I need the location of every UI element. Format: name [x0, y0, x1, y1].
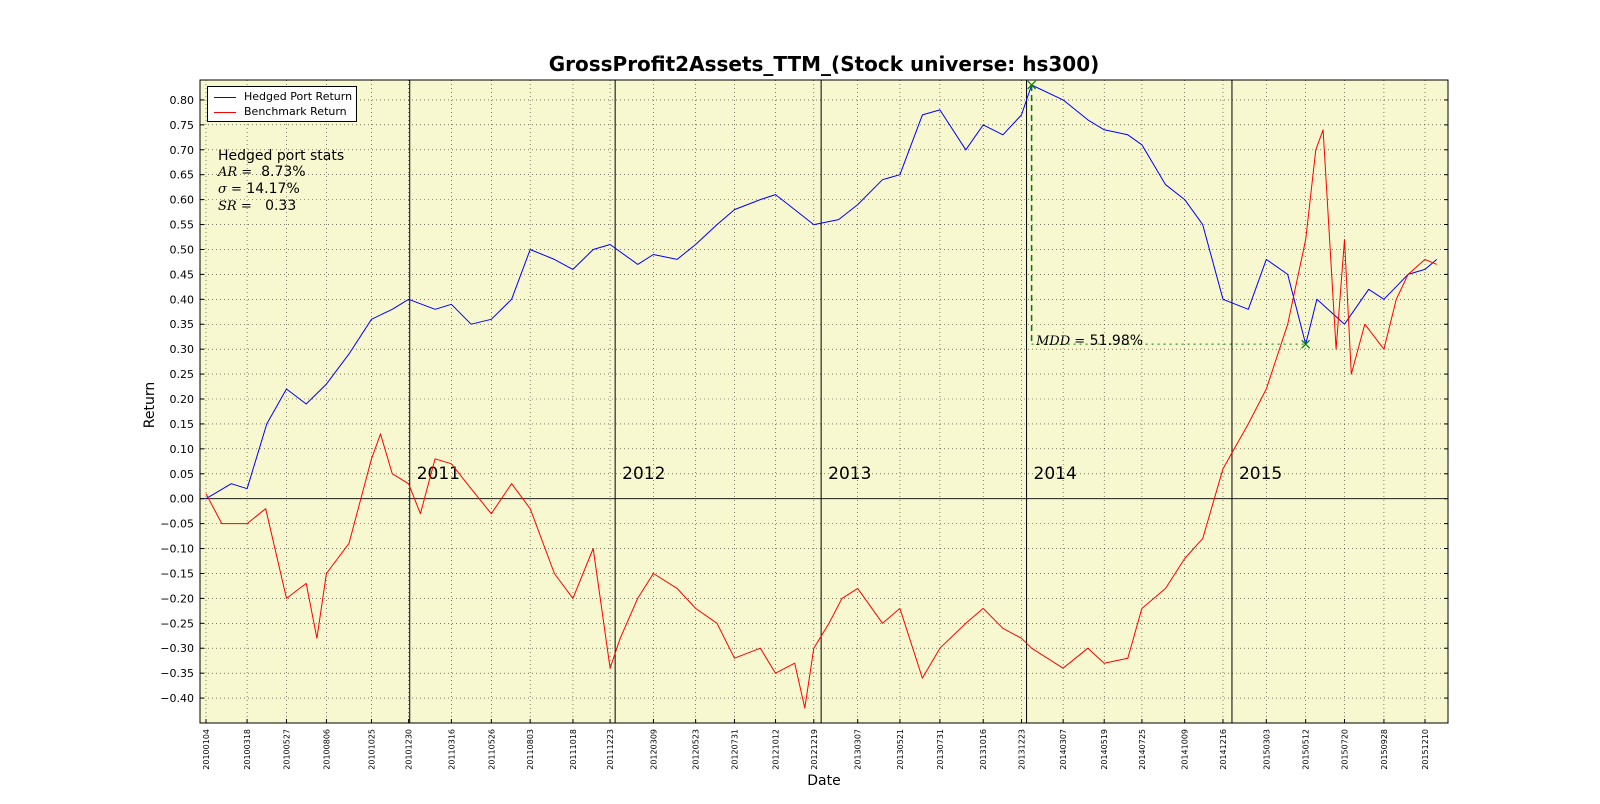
x-tick-label: 20110526	[487, 729, 496, 770]
x-tick-label: 20140725	[1138, 729, 1147, 770]
x-tick-label: 20130731	[936, 729, 945, 770]
x-tick-label: 20121012	[772, 729, 781, 770]
y-tick-label: 0.20	[170, 393, 195, 406]
x-tick-label: 20131223	[1017, 729, 1026, 770]
y-tick-label: −0.30	[160, 642, 194, 655]
y-tick-label: 0.10	[170, 443, 195, 456]
legend-label-hedged: Hedged Port Return	[244, 90, 353, 103]
legend-swatch-benchmark	[214, 111, 236, 113]
y-tick-label: −0.25	[160, 617, 194, 630]
benchmark-return-line	[205, 129, 1437, 709]
y-tick-label: 0.50	[170, 243, 195, 256]
x-tick-label: 20150303	[1262, 729, 1271, 770]
stats-ar: AR = 8.73%	[218, 164, 344, 181]
year-label-2013: 2013	[828, 464, 871, 484]
legend-item-hedged: Hedged Port Return	[214, 90, 352, 104]
y-tick-label: 0.80	[170, 94, 195, 107]
y-tick-label: −0.15	[160, 567, 194, 580]
stats-sr-value: 0.33	[265, 198, 297, 214]
x-tick-label: 20121219	[810, 729, 819, 770]
y-tick-label: 0.25	[170, 368, 195, 381]
stats-ar-symbol: AR =	[218, 165, 253, 180]
y-tick-label: 0.45	[170, 268, 195, 281]
stats-box: Hedged port stats AR = 8.73% σ = 14.17% …	[218, 148, 344, 215]
y-tick-label: −0.10	[160, 543, 194, 556]
y-tick-label: −0.20	[160, 592, 194, 605]
legend: Hedged Port Return Benchmark Return	[207, 86, 357, 122]
y-tick-label: 0.60	[170, 194, 195, 207]
stats-sigma-value: 14.17%	[246, 181, 300, 197]
stats-sigma-symbol: σ =	[218, 182, 242, 197]
y-tick-label: −0.40	[160, 692, 194, 705]
year-label-2012: 2012	[622, 464, 665, 484]
y-tick-label: 0.30	[170, 343, 195, 356]
x-tick-label: 20151210	[1421, 729, 1430, 770]
x-tick-label: 20120731	[730, 729, 739, 770]
mdd-peak-marker	[1027, 80, 1037, 90]
x-tick-label: 20100806	[322, 729, 331, 770]
x-tick-label: 20100318	[243, 729, 252, 770]
stats-sr-symbol: SR =	[218, 199, 252, 214]
y-tick-label: −0.35	[160, 667, 194, 680]
x-tick-label: 20140307	[1059, 729, 1068, 770]
mdd-trough-marker	[1301, 339, 1311, 349]
x-tick-label: 20120309	[649, 729, 658, 770]
mdd-marker-stroke	[1301, 339, 1311, 349]
x-tick-label: 20111223	[606, 729, 615, 770]
x-tick-label: 20150720	[1341, 729, 1350, 770]
x-tick-label: 20101230	[405, 729, 414, 770]
mdd-symbol: MDD =	[1036, 334, 1086, 349]
legend-item-benchmark: Benchmark Return	[214, 105, 347, 119]
year-label-2015: 2015	[1239, 464, 1282, 484]
x-tick-label: 20110316	[447, 729, 456, 770]
stats-ar-value: 8.73%	[261, 164, 306, 180]
legend-label-benchmark: Benchmark Return	[244, 105, 347, 118]
legend-swatch-hedged	[214, 96, 236, 98]
chart-title: GrossProfit2Assets_TTM_(Stock universe: …	[548, 52, 1100, 76]
y-tick-label: −0.05	[160, 518, 194, 531]
plot-frame	[199, 79, 1449, 724]
x-tick-label: 20100104	[202, 729, 211, 770]
y-tick-label: 0.40	[170, 293, 195, 306]
series-layer	[205, 84, 1438, 709]
x-tick-label: 20140519	[1100, 729, 1109, 770]
drawdown-layer	[1027, 80, 1311, 349]
year-label-2011: 2011	[417, 464, 460, 484]
x-tick-label: 20120523	[692, 729, 701, 770]
stats-sigma: σ = 14.17%	[218, 181, 344, 198]
y-tick-label: 0.00	[170, 493, 195, 506]
y-axis-label: Return	[142, 381, 158, 429]
y-tick-label: 0.35	[170, 318, 195, 331]
hedged-port-return-line	[205, 84, 1438, 500]
x-tick-label: 20130307	[854, 729, 863, 770]
y-tick-label: 0.70	[170, 144, 195, 157]
y-tick-label: 0.65	[170, 169, 195, 182]
stats-heading: Hedged port stats	[218, 148, 345, 164]
x-tick-label: 20150928	[1380, 729, 1389, 770]
tick-layer: −0.40 −0.35 −0.30 −0.25 −0.20 −0.15 −0.10 −0.05…	[160, 94, 1448, 770]
y-tick-label: 0.55	[170, 219, 195, 232]
y-tick-label: 0.15	[170, 418, 195, 431]
x-tick-label: 20141009	[1181, 729, 1190, 770]
plot-background	[200, 80, 1448, 723]
mdd-marker-stroke	[1027, 80, 1037, 90]
x-tick-label: 20110803	[526, 729, 535, 770]
mdd-annotation: MDD = 51.98%	[1036, 333, 1143, 349]
x-tick-label: 20141216	[1219, 729, 1228, 770]
x-tick-label: 20101025	[367, 729, 376, 770]
y-tick-label: 0.05	[170, 468, 195, 481]
x-tick-label: 20100527	[282, 729, 291, 770]
x-tick-label: 20111018	[569, 729, 578, 770]
y-tick-label: 0.75	[170, 119, 195, 132]
year-label-2014: 2014	[1034, 464, 1077, 484]
x-axis-label: Date	[807, 773, 841, 789]
year-divider-layer: 2011 2012 2013 2014 2015	[409, 80, 1282, 723]
x-tick-label: 20131016	[979, 729, 988, 770]
x-tick-label: 20150512	[1302, 729, 1311, 770]
stats-sr: SR = 0.33	[218, 198, 344, 215]
x-tick-label: 20130521	[896, 729, 905, 770]
mdd-value: 51.98%	[1089, 333, 1144, 349]
